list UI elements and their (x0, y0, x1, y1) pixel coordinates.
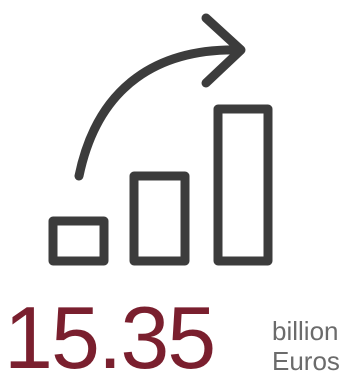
tall-bar (213, 104, 273, 266)
stat-value: 15.35 (4, 288, 216, 387)
medium-bar (129, 171, 190, 266)
arrow-head (201, 13, 246, 88)
short-bar (48, 216, 109, 266)
stat-unit: billion Euros (272, 316, 340, 376)
stat-unit-line2: Euros (272, 346, 340, 376)
trend-arc (74, 45, 245, 181)
stat-block: 15.35 billion Euros (0, 294, 342, 385)
growth-chart-icon (48, 13, 273, 266)
stat-unit-line1: billion (272, 316, 339, 346)
